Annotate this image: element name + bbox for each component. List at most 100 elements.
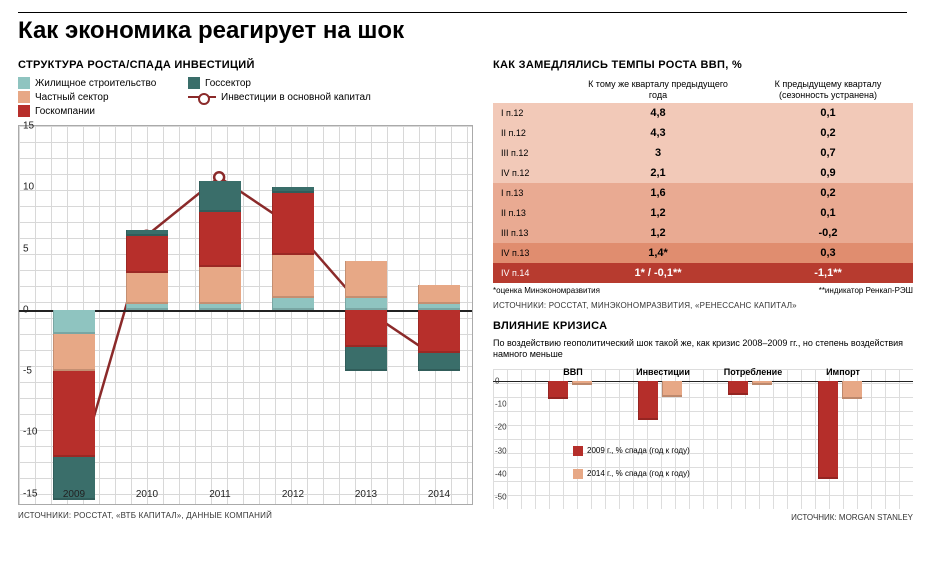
small-bar — [548, 381, 568, 400]
small-legend-2009: 2009 г., % спада (год к году) — [573, 446, 690, 456]
row-val2: 0,2 — [743, 187, 913, 199]
crisis-title: ВЛИЯНИЕ КРИЗИСА — [493, 320, 913, 332]
swatch-icon — [18, 105, 30, 117]
row-val1: 4,8 — [573, 107, 743, 119]
table-row: IV п.122,10,9 — [493, 163, 913, 183]
top-rule — [18, 12, 907, 13]
bar-segment — [418, 310, 460, 353]
table-row: IV п.141* / -0,1**-1,1** — [493, 263, 913, 283]
x-tick: 2014 — [428, 489, 450, 500]
small-bar — [818, 381, 838, 479]
bar-group — [53, 126, 95, 504]
bar-segment — [345, 310, 387, 347]
small-bar-group: Импорт — [808, 369, 878, 509]
crisis-desc: По воздействию геополитический шок такой… — [493, 338, 913, 361]
page-title: Как экономика реагирует на шок — [18, 17, 907, 45]
bar-segment — [53, 310, 95, 335]
table-note1: *оценка Минэкономразвития — [493, 286, 600, 295]
bar-segment — [418, 285, 460, 303]
small-category-label: ВВП — [538, 367, 608, 377]
row-val1: 4,3 — [573, 127, 743, 139]
left-sources: ИСТОЧНИКИ: РОССТАТ, «ВТБ КАПИТАЛ», ДАННЫ… — [18, 511, 473, 520]
bar-segment — [272, 298, 314, 310]
row-period: IV п.14 — [493, 268, 573, 278]
small-bar — [638, 381, 658, 421]
bar-group — [345, 126, 387, 504]
row-val2: -0,2 — [743, 227, 913, 239]
left-section-title: СТРУКТУРА РОСТА/СПАДА ИНВЕСТИЦИЙ — [18, 59, 473, 71]
row-val1: 1,4* — [573, 247, 743, 259]
small-y-tick: -10 — [495, 399, 507, 408]
table-sources: ИСТОЧНИКИ: РОССТАТ, МИНЭКОНОМРАЗВИТИЯ, «… — [493, 301, 913, 310]
bar-segment — [345, 298, 387, 310]
row-val1: 1,2 — [573, 227, 743, 239]
row-val2: 0,9 — [743, 167, 913, 179]
row-val1: 1* / -0,1** — [573, 267, 743, 279]
swatch-icon — [573, 446, 583, 456]
bar-group — [272, 126, 314, 504]
small-bar-group: Потребление — [718, 369, 788, 509]
table-row: II п.124,30,2 — [493, 123, 913, 143]
row-val1: 2,1 — [573, 167, 743, 179]
bar-segment — [272, 187, 314, 193]
y-tick: -10 — [23, 427, 37, 438]
row-val2: 0,7 — [743, 147, 913, 159]
small-category-label: Потребление — [718, 367, 788, 377]
table-title: КАК ЗАМЕДЛЯЛИСЬ ТЕМПЫ РОСТА ВВП, % — [493, 59, 913, 71]
legend-item: Жилищное строительство — [18, 77, 178, 89]
small-bar — [572, 381, 592, 386]
legend-item: Госсектор — [188, 77, 418, 89]
table-col2: К предыдущему кварталу (сезонность устра… — [743, 77, 913, 103]
row-val1: 1,6 — [573, 187, 743, 199]
bar-segment — [272, 193, 314, 254]
line-marker-icon — [188, 96, 216, 98]
bar-segment — [126, 273, 168, 304]
bar-segment — [272, 255, 314, 298]
row-period: III п.13 — [493, 228, 573, 238]
row-period: III п.12 — [493, 148, 573, 158]
bar-segment — [345, 347, 387, 372]
gdp-table: К тому же кварталу предыдущего года К пр… — [493, 77, 913, 310]
y-tick: 10 — [23, 182, 34, 193]
x-tick: 2009 — [63, 489, 85, 500]
bar-segment — [345, 261, 387, 298]
table-row: III п.1230,7 — [493, 143, 913, 163]
x-tick: 2010 — [136, 489, 158, 500]
small-y-tick: -40 — [495, 469, 507, 478]
legend-item: Госкомпании — [18, 105, 178, 117]
x-tick: 2013 — [355, 489, 377, 500]
small-bar — [728, 381, 748, 395]
legend-item: Инвестиции в основной капитал — [188, 91, 418, 103]
small-category-label: Инвестиции — [628, 367, 698, 377]
small-legend-2014: 2014 г., % спада (год к году) — [573, 469, 690, 479]
y-tick: 15 — [23, 121, 34, 132]
small-bar — [662, 381, 682, 397]
row-period: II п.12 — [493, 128, 573, 138]
bar-segment — [418, 353, 460, 371]
row-period: IV п.12 — [493, 168, 573, 178]
row-val2: 0,1 — [743, 207, 913, 219]
bar-group — [199, 126, 241, 504]
bar-segment — [126, 304, 168, 310]
y-tick: 0 — [23, 304, 29, 315]
small-y-tick: -20 — [495, 423, 507, 432]
swatch-icon — [18, 77, 30, 89]
table-row: IV п.131,4*0,3 — [493, 243, 913, 263]
row-val2: -1,1** — [743, 267, 913, 279]
legend-item — [188, 105, 418, 117]
bar-group — [126, 126, 168, 504]
small-y-tick: -50 — [495, 493, 507, 502]
table-row: I п.131,60,2 — [493, 183, 913, 203]
row-period: II п.13 — [493, 208, 573, 218]
legend-item: Частный сектор — [18, 91, 178, 103]
bar-segment — [199, 304, 241, 310]
small-y-tick: 0 — [495, 376, 499, 385]
row-val1: 3 — [573, 147, 743, 159]
table-col1: К тому же кварталу предыдущего года — [573, 77, 743, 103]
row-period: I п.13 — [493, 188, 573, 198]
bar-segment — [199, 181, 241, 212]
bar-segment — [199, 267, 241, 304]
table-note2: **индикатор Ренкап-РЭШ — [819, 286, 913, 295]
row-val1: 1,2 — [573, 207, 743, 219]
y-tick: 5 — [23, 243, 29, 254]
